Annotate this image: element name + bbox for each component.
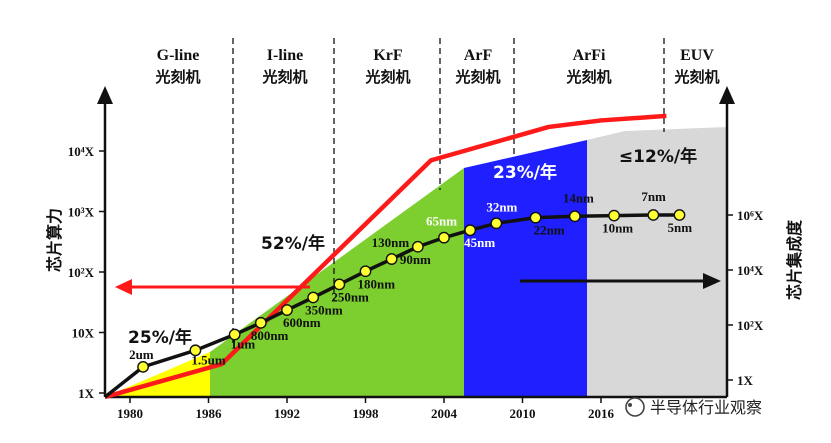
integration-point xyxy=(464,224,477,237)
integration-point xyxy=(333,278,346,291)
x-tick-label: 1998 xyxy=(353,406,380,421)
integration-point xyxy=(307,291,320,304)
node-label: 600nm xyxy=(283,315,321,330)
node-label: 32nm xyxy=(486,199,517,214)
y-axis-left-arrow xyxy=(97,86,113,104)
y-left-ticks: 1X 10X 10²X 10³X 10⁴X xyxy=(68,144,105,401)
growth-rate-label: 25%/年 xyxy=(128,327,192,348)
node-label: 65nm xyxy=(426,214,457,229)
era-label: G-line xyxy=(157,47,200,64)
era-label: I-line xyxy=(267,47,303,64)
node-label: 250nm xyxy=(331,289,369,304)
computing-power-line xyxy=(104,113,667,400)
integration-point xyxy=(281,304,293,316)
watermark-text: 半导体行业观察 xyxy=(650,398,762,417)
x-tick-label: 2016 xyxy=(588,406,615,421)
era-labels: G-line 光刻机 I-line 光刻机 KrF 光刻机 ArF 光刻机 Ar… xyxy=(154,47,719,86)
era-fill-g-line xyxy=(105,352,210,397)
node-label: 10nm xyxy=(602,221,633,236)
y-right-tick-label: 10⁴X xyxy=(737,263,764,278)
y-axis-right-arrow xyxy=(719,86,735,104)
integration-point xyxy=(359,265,372,278)
integration-point xyxy=(608,209,620,222)
watermark-logo-icon xyxy=(625,397,645,417)
x-tick-label: 1980 xyxy=(117,406,143,421)
x-tick-label: 1986 xyxy=(196,406,223,421)
integration-point xyxy=(438,231,450,244)
node-label: 2um xyxy=(129,347,154,362)
node-label: 350nm xyxy=(305,303,343,318)
node-label: 180nm xyxy=(358,276,396,291)
era-sublabel: 光刻机 xyxy=(261,68,307,86)
y-right-tick-label: 10⁶X xyxy=(737,208,764,223)
era-sublabel: 光刻机 xyxy=(673,68,719,86)
left-axis-arrow-head xyxy=(115,279,132,295)
era-label: ArFi xyxy=(573,47,606,64)
growth-rate-label: ≤12%/年 xyxy=(619,146,697,167)
era-sublabel: 光刻机 xyxy=(565,68,611,86)
era-label: EUV xyxy=(680,47,714,64)
right-axis-arrow-head xyxy=(703,273,721,289)
watermark: 半导体行业观察 xyxy=(625,397,762,417)
y-right-tick-label: 10²X xyxy=(737,318,764,333)
node-label: 1um xyxy=(231,337,256,352)
era-label: ArF xyxy=(464,47,493,64)
node-label: 7nm xyxy=(641,189,666,204)
growth-rate-label: 52%/年 xyxy=(261,233,325,254)
integration-point xyxy=(137,360,149,373)
integration-point xyxy=(228,328,241,341)
node-label: 90nm xyxy=(400,252,431,267)
node-label: 800nm xyxy=(251,328,289,343)
y-left-tick-label: 10X xyxy=(72,326,95,341)
node-label: 14nm xyxy=(563,190,594,205)
y-left-tick-label: 10²X xyxy=(68,265,95,280)
integration-point xyxy=(673,209,686,221)
integration-point xyxy=(385,253,398,265)
integration-point xyxy=(647,209,660,221)
integration-point xyxy=(411,240,424,253)
integration-point xyxy=(490,217,503,230)
era-sublabel: 光刻机 xyxy=(154,68,200,86)
era-fill-arf xyxy=(464,140,587,397)
y-right-tick-label: 1X xyxy=(737,373,754,388)
integration-point xyxy=(529,211,542,224)
y-right-ticks: 1X 10²X 10⁴X 10⁶X xyxy=(727,208,764,388)
x-tick-label: 1992 xyxy=(274,406,300,421)
y-left-tick-label: 10³X xyxy=(68,205,95,220)
x-ticks: 1980 1986 1992 1998 2004 2010 2016 xyxy=(117,397,615,421)
node-label: 45nm xyxy=(464,235,495,250)
era-label: KrF xyxy=(373,47,403,64)
integration-point xyxy=(254,316,267,329)
watermark-logo-icon-inner xyxy=(628,403,632,407)
era-sublabel: 光刻机 xyxy=(364,68,410,86)
integration-points xyxy=(137,209,686,373)
growth-rate-label: 23%/年 xyxy=(493,162,557,183)
node-label: 5nm xyxy=(668,220,693,235)
y-left-tick-label: 10⁴X xyxy=(68,144,95,159)
node-label: 22nm xyxy=(534,223,565,238)
node-label: 1.5um xyxy=(191,352,225,367)
y-right-label: 芯片集成度 xyxy=(785,219,804,300)
era-fill-euv xyxy=(587,127,727,397)
era-sublabel: 光刻机 xyxy=(454,68,500,86)
integration-point xyxy=(189,344,202,357)
x-tick-label: 2010 xyxy=(510,406,536,421)
y-left-tick-label: 1X xyxy=(78,386,95,401)
x-tick-label: 2004 xyxy=(431,406,458,421)
y-left-label: 芯片算力 xyxy=(45,208,64,272)
node-label: 130nm xyxy=(372,235,410,250)
integration-point xyxy=(568,210,581,223)
